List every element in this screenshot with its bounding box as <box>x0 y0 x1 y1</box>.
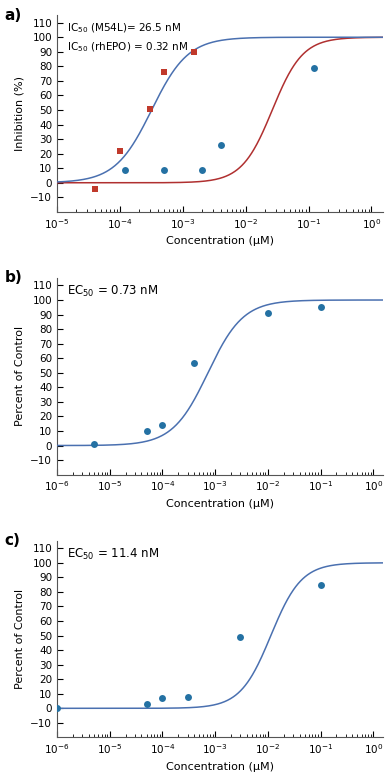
Text: a): a) <box>5 8 22 23</box>
Y-axis label: Percent of Control: Percent of Control <box>15 589 25 690</box>
Text: EC$_{50}$ = 0.73 nM: EC$_{50}$ = 0.73 nM <box>67 284 158 300</box>
Y-axis label: Percent of Control: Percent of Control <box>15 326 25 427</box>
Text: EC$_{50}$ = 11.4 nM: EC$_{50}$ = 11.4 nM <box>67 547 159 562</box>
X-axis label: Concentration (μM): Concentration (μM) <box>166 499 274 509</box>
X-axis label: Concentration (μM): Concentration (μM) <box>166 761 274 771</box>
Text: IC$_{50}$ (M54L)= 26.5 nM
IC$_{50}$ (rhEPO) = 0.32 nM: IC$_{50}$ (M54L)= 26.5 nM IC$_{50}$ (rhE… <box>67 21 188 55</box>
Text: b): b) <box>5 271 23 285</box>
Y-axis label: Inhibition (%): Inhibition (%) <box>15 76 25 151</box>
X-axis label: Concentration (μM): Concentration (μM) <box>166 236 274 246</box>
Text: c): c) <box>5 533 21 548</box>
